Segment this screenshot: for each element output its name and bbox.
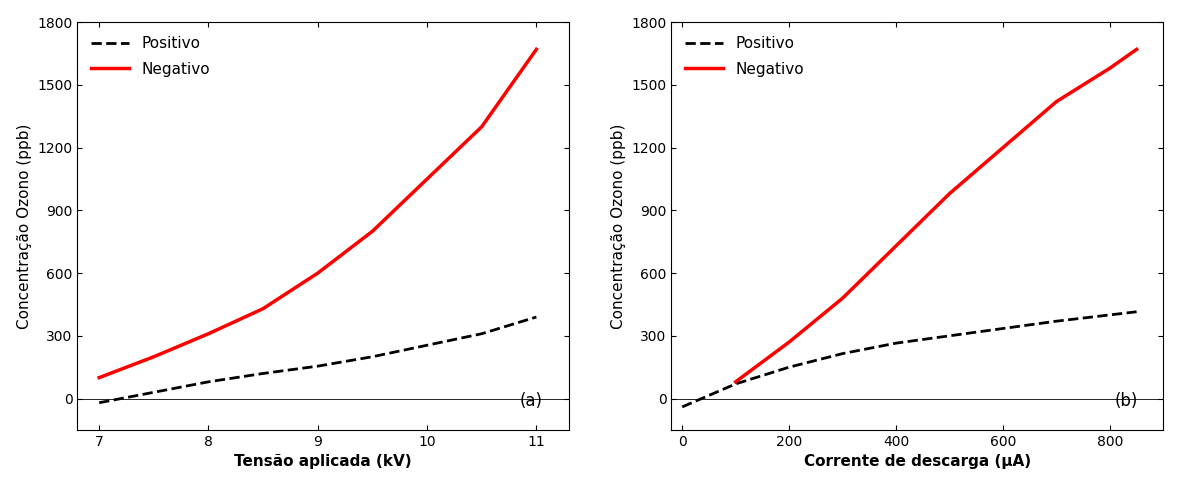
Negativo <box>202 331 216 337</box>
Positivo <box>366 354 380 360</box>
Positivo <box>1129 309 1143 315</box>
Negativo <box>256 306 270 312</box>
Negativo <box>1129 47 1143 52</box>
Line: Positivo: Positivo <box>682 312 1136 407</box>
Positivo <box>996 326 1010 331</box>
Positivo <box>835 351 850 357</box>
Positivo <box>530 314 544 320</box>
X-axis label: Corrente de descarga (μA): Corrente de descarga (μA) <box>804 454 1031 469</box>
Positivo <box>889 340 903 346</box>
Negativo <box>1049 99 1063 104</box>
Negativo <box>530 47 544 52</box>
Negativo <box>310 270 325 276</box>
Negativo <box>1103 65 1117 71</box>
Line: Positivo: Positivo <box>99 317 537 403</box>
Positivo <box>92 400 106 406</box>
Positivo <box>146 389 160 395</box>
Negativo <box>728 379 742 385</box>
Y-axis label: Concentração Ozono (ppb): Concentração Ozono (ppb) <box>17 123 32 329</box>
Positivo <box>420 342 434 348</box>
Positivo <box>782 364 796 370</box>
Text: (a): (a) <box>520 392 543 410</box>
Negativo <box>782 339 796 345</box>
Negativo <box>366 228 380 234</box>
Negativo <box>835 295 850 301</box>
Positivo <box>256 370 270 376</box>
Legend: Positivo, Negativo: Positivo, Negativo <box>680 30 811 83</box>
Negativo <box>943 191 957 196</box>
Negativo <box>996 145 1010 151</box>
X-axis label: Tensão aplicada (kV): Tensão aplicada (kV) <box>235 454 412 469</box>
Line: Negativo: Negativo <box>735 50 1136 382</box>
Negativo <box>92 375 106 381</box>
Positivo <box>728 381 742 387</box>
Negativo <box>146 354 160 360</box>
Legend: Positivo, Negativo: Positivo, Negativo <box>85 30 216 83</box>
Positivo <box>1049 318 1063 324</box>
Negativo <box>474 124 489 130</box>
Negativo <box>420 176 434 182</box>
Text: (b): (b) <box>1114 392 1138 410</box>
Positivo <box>310 363 325 369</box>
Positivo <box>675 404 689 410</box>
Negativo <box>889 243 903 249</box>
Positivo <box>474 331 489 337</box>
Positivo <box>943 333 957 339</box>
Line: Negativo: Negativo <box>99 50 537 378</box>
Y-axis label: Concentração Ozono (ppb): Concentração Ozono (ppb) <box>611 123 625 329</box>
Positivo <box>202 379 216 385</box>
